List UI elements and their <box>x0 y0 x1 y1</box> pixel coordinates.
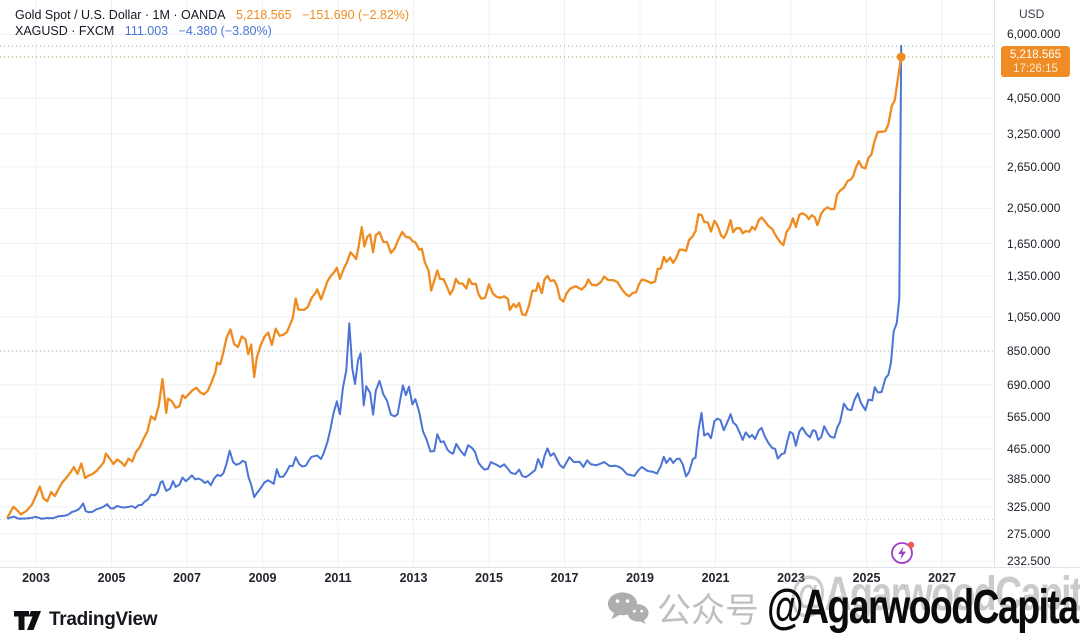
badge-price: 5,218.565 <box>1009 49 1062 61</box>
lightning-status-icon[interactable] <box>888 537 918 567</box>
price-tick-label: 4,050.000 <box>1007 91 1061 106</box>
time-tick-label: 2019 <box>626 571 654 585</box>
time-tick-label: 2003 <box>22 571 50 585</box>
time-tick-label: 2013 <box>399 571 428 585</box>
time-tick-label: 2021 <box>701 571 730 585</box>
silver-change: −4.380 (−3.80%) <box>178 24 272 38</box>
price-tick-label: 6,000.000 <box>1007 27 1061 42</box>
silver-symbol-title: XAGUSD · FXCM <box>15 24 115 38</box>
chart-legend: Gold Spot / U.S. Dollar · 1M · OANDA 5,2… <box>15 7 409 39</box>
price-tick-label: 2,650.000 <box>1007 159 1061 174</box>
legend-row-silver[interactable]: XAGUSD · FXCM 111.003 −4.380 (−3.80%) <box>15 23 409 39</box>
time-tick-label: 2011 <box>324 571 352 585</box>
watermark-handle: @AgarwoodCapital <box>767 581 1080 634</box>
currency-label: USD <box>1019 7 1045 21</box>
tradingview-logo-icon <box>14 610 41 630</box>
last-price-badge: 5,218.565 17:26:15 <box>1001 46 1070 77</box>
silver-series-line[interactable] <box>6 45 903 520</box>
price-tick-label: 565.000 <box>1007 410 1051 425</box>
time-tick-label: 2005 <box>97 571 126 585</box>
price-axis[interactable]: USD 6,000.000 4,050.000 3,250.000 2,650.000… <box>994 0 1080 568</box>
time-tick-label: 2023 <box>777 571 805 585</box>
gold-series-line[interactable] <box>6 55 903 519</box>
price-tick-label: 275.000 <box>1007 526 1051 541</box>
time-tick-label: 2015 <box>475 571 503 585</box>
time-axis-separator <box>0 567 1080 568</box>
price-tick-label: 465.000 <box>1007 441 1051 456</box>
price-tick-label: 1,050.000 <box>1007 309 1061 324</box>
price-tick-label: 232.500 <box>1007 554 1051 568</box>
price-tick-label: 3,250.000 <box>1007 126 1061 141</box>
watermark-prefix: 公众号 <box>657 592 759 630</box>
price-tick-label: 1,350.000 <box>1007 269 1061 283</box>
time-tick-label: 2025 <box>852 571 881 585</box>
gold-change: −151.690 (−2.82%) <box>302 8 410 22</box>
price-tick-label: 850.000 <box>1007 344 1051 358</box>
price-tick-label: 385.000 <box>1007 472 1051 487</box>
wechat-icon <box>607 592 649 624</box>
gold-last-price: 5,218.565 <box>235 8 292 22</box>
silver-last-price: 111.003 <box>124 24 169 38</box>
legend-row-gold[interactable]: Gold Spot / U.S. Dollar · 1M · OANDA 5,2… <box>15 7 409 23</box>
time-tick-label: 2027 <box>928 571 956 585</box>
time-tick-label: 2007 <box>173 571 201 585</box>
time-tick-label: 2009 <box>248 571 277 585</box>
lightning-icon <box>891 541 915 564</box>
price-tick-label: 325.000 <box>1007 499 1051 514</box>
wechat-watermark: 公众号 @AgarwoodCapital <box>607 580 1080 635</box>
gold-symbol-title: Gold Spot / U.S. Dollar · 1M · OANDA <box>15 8 226 22</box>
tradingview-wordmark: TradingView <box>49 609 158 630</box>
time-tick-label: 2017 <box>550 571 579 585</box>
gold-last-dot <box>896 52 906 62</box>
price-tick-label: 1,650.000 <box>1007 236 1061 251</box>
price-tick-label: 690.000 <box>1007 377 1051 392</box>
price-tick-label: 2,050.000 <box>1007 201 1061 216</box>
badge-time: 17:26:15 <box>1013 63 1058 75</box>
tradingview-branding[interactable]: TradingView <box>14 606 158 634</box>
